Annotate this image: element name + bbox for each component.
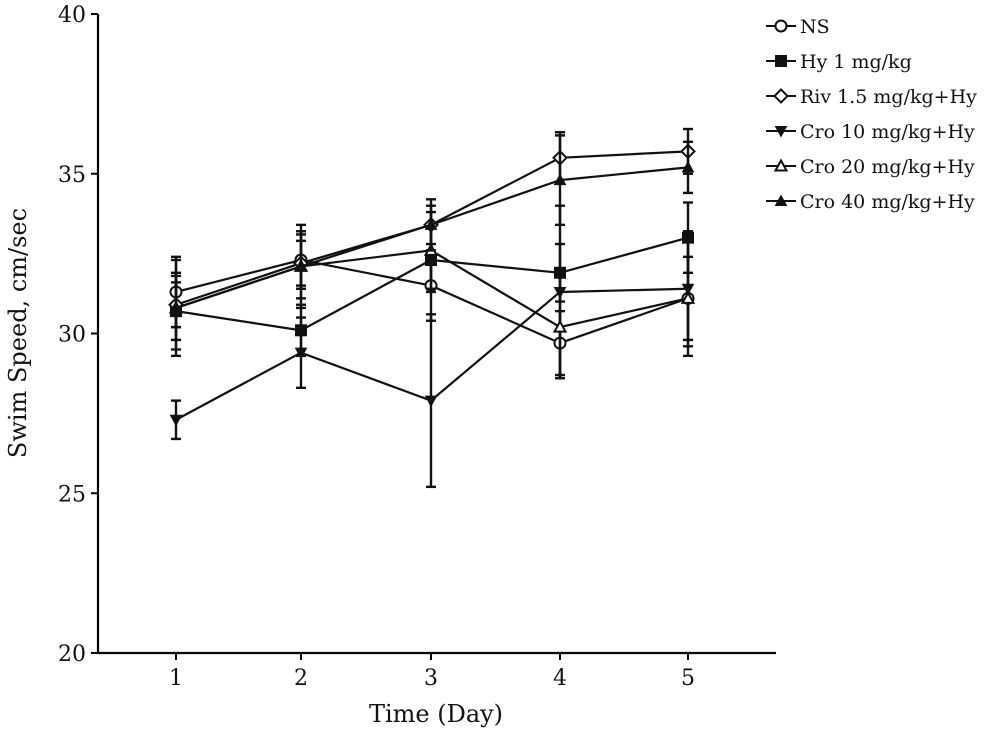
y-tick-label: 30 bbox=[58, 323, 86, 348]
axes: 20 25 30 35 40 1 2 3 4 5 bbox=[58, 3, 776, 691]
legend-marker bbox=[773, 88, 789, 104]
legend-label: NS bbox=[800, 16, 830, 38]
y-tick-label: 20 bbox=[58, 642, 86, 667]
x-tick-label: 3 bbox=[424, 666, 438, 691]
legend-marker bbox=[775, 55, 787, 67]
legend-marker bbox=[773, 158, 789, 172]
x-axis-title: Time (Day) bbox=[369, 700, 503, 728]
y-tick-label: 35 bbox=[58, 163, 86, 188]
data-point bbox=[169, 301, 183, 313]
x-tick-label: 5 bbox=[681, 666, 695, 691]
legend-label: Cro 10 mg/kg+Hy bbox=[800, 121, 975, 143]
legend-marker bbox=[774, 19, 788, 33]
x-tick-label: 1 bbox=[169, 666, 183, 691]
x-tick-label: 2 bbox=[294, 666, 308, 691]
data-point bbox=[424, 218, 438, 230]
legend-item: Riv 1.5 mg/kg+Hy bbox=[766, 86, 977, 108]
data-point bbox=[552, 319, 568, 333]
legend: NS Hy 1 mg/kg Riv 1.5 mg/kg+Hy Cro 10 mg/kg… bbox=[766, 16, 977, 213]
data-point bbox=[553, 173, 567, 186]
legend-item: Cro 10 mg/kg+Hy bbox=[766, 121, 975, 143]
data-point bbox=[169, 414, 183, 427]
data-point bbox=[680, 290, 696, 304]
legend-item: Hy 1 mg/kg bbox=[766, 51, 912, 73]
legend-label: Cro 20 mg/kg+Hy bbox=[800, 156, 975, 178]
data-point bbox=[294, 347, 308, 360]
legend-label: Hy 1 mg/kg bbox=[800, 51, 912, 73]
legend-label: Cro 40 mg/kg+Hy bbox=[800, 191, 975, 213]
series-6 bbox=[169, 134, 695, 342]
y-tick-label: 25 bbox=[58, 482, 86, 507]
x-tick-label: 4 bbox=[553, 666, 567, 691]
legend-item: Cro 20 mg/kg+Hy bbox=[766, 156, 975, 178]
y-tick-label: 40 bbox=[58, 3, 86, 28]
data-point bbox=[424, 395, 438, 408]
data-point bbox=[294, 259, 308, 272]
legend-item: Cro 40 mg/kg+Hy bbox=[766, 191, 975, 213]
legend-label: Riv 1.5 mg/kg+Hy bbox=[800, 86, 977, 108]
legend-item: NS bbox=[766, 16, 830, 38]
y-axis-title: Swim Speed, cm/sec bbox=[4, 208, 32, 458]
data-point bbox=[681, 160, 695, 173]
legend-marker bbox=[774, 194, 788, 206]
series-layer bbox=[168, 127, 696, 489]
legend-marker bbox=[774, 126, 788, 138]
